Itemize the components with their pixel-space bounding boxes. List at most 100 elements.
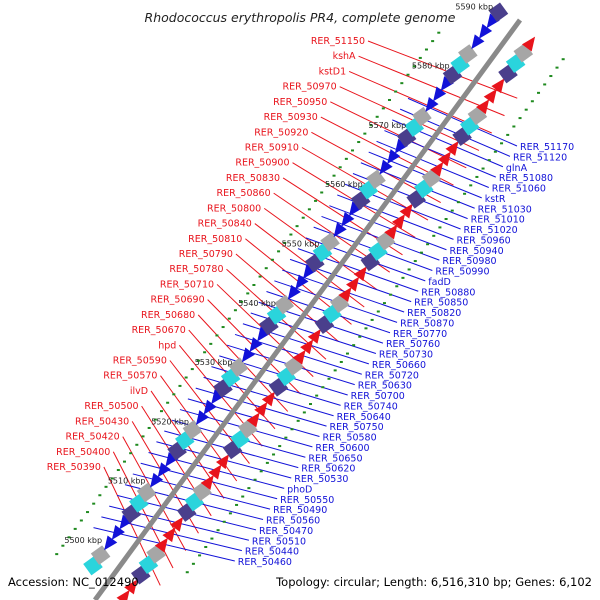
- forward-gene-label[interactable]: RER_50840: [198, 219, 252, 230]
- forward-gene-arrow[interactable]: [483, 88, 497, 104]
- forward-gene-arrow[interactable]: [491, 78, 505, 94]
- reverse-gene-label[interactable]: RER_50650: [308, 453, 362, 464]
- forward-gene-arrow[interactable]: [154, 537, 168, 553]
- forward-gene-arrow[interactable]: [476, 99, 490, 115]
- reverse-gene-arrow[interactable]: [111, 525, 125, 540]
- forward-gene-arrow[interactable]: [292, 349, 306, 365]
- gene-feature-block[interactable]: [182, 420, 203, 440]
- forward-gene-label[interactable]: RER_50930: [264, 112, 318, 123]
- reverse-gene-label[interactable]: RER_51010: [471, 215, 525, 226]
- reverse-gene-label[interactable]: RER_50640: [337, 412, 391, 423]
- forward-gene-label[interactable]: RER_50800: [207, 203, 261, 214]
- gene-feature-block[interactable]: [90, 545, 111, 565]
- reverse-gene-arrow[interactable]: [394, 138, 408, 154]
- reverse-gene-label[interactable]: RER_50460: [238, 557, 292, 568]
- forward-gene-label[interactable]: RER_50500: [84, 401, 138, 412]
- forward-gene-label[interactable]: ilvD: [130, 386, 148, 397]
- reverse-gene-arrow[interactable]: [348, 201, 363, 217]
- reverse-gene-label[interactable]: RER_50440: [245, 547, 299, 558]
- reverse-gene-label[interactable]: RER_51030: [478, 204, 532, 215]
- reverse-gene-arrow[interactable]: [211, 389, 225, 405]
- reverse-gene-label[interactable]: phoD: [287, 484, 312, 495]
- reverse-gene-label[interactable]: RER_50630: [358, 381, 412, 392]
- reverse-gene-arrow[interactable]: [433, 86, 447, 102]
- forward-gene-arrow[interactable]: [254, 402, 268, 417]
- forward-gene-label[interactable]: RER_50390: [47, 462, 101, 473]
- reverse-gene-arrow[interactable]: [478, 23, 493, 39]
- reverse-gene-label[interactable]: RER_50750: [330, 422, 384, 433]
- reverse-gene-label[interactable]: RER_51060: [492, 184, 546, 195]
- reverse-gene-label[interactable]: RER_50770: [393, 329, 447, 340]
- reverse-gene-label[interactable]: RER_50760: [386, 339, 440, 350]
- forward-gene-arrow[interactable]: [445, 141, 459, 156]
- forward-gene-arrow[interactable]: [116, 589, 130, 600]
- reverse-gene-label[interactable]: RER_50850: [414, 298, 468, 309]
- forward-gene-label[interactable]: RER_50790: [179, 249, 233, 260]
- reverse-gene-arrow[interactable]: [165, 451, 179, 467]
- reverse-gene-label[interactable]: RER_51080: [499, 173, 553, 184]
- reverse-gene-arrow[interactable]: [203, 399, 217, 415]
- reverse-gene-arrow[interactable]: [341, 211, 355, 227]
- forward-gene-label[interactable]: RER_50400: [56, 447, 110, 458]
- gene-feature-block[interactable]: [458, 44, 478, 64]
- reverse-gene-label[interactable]: RER_50720: [365, 370, 419, 381]
- forward-gene-label[interactable]: RER_50570: [103, 371, 157, 382]
- reverse-gene-arrow[interactable]: [257, 326, 271, 342]
- reverse-gene-arrow[interactable]: [249, 337, 263, 352]
- forward-gene-label[interactable]: RER_50950: [273, 97, 327, 108]
- forward-gene-label[interactable]: RER_50900: [235, 158, 289, 169]
- forward-gene-label[interactable]: RER_51150: [311, 36, 365, 47]
- reverse-gene-arrow[interactable]: [303, 264, 317, 279]
- reverse-gene-label[interactable]: RER_50470: [259, 526, 313, 537]
- reverse-gene-label[interactable]: RER_50990: [435, 267, 489, 278]
- reverse-gene-label[interactable]: RER_51120: [513, 152, 567, 163]
- forward-gene-arrow[interactable]: [200, 475, 214, 490]
- forward-gene-label[interactable]: RER_50830: [226, 173, 280, 184]
- gene-feature-block[interactable]: [320, 232, 340, 252]
- reverse-gene-label[interactable]: RER_50700: [351, 391, 405, 402]
- reverse-gene-arrow[interactable]: [157, 462, 171, 478]
- forward-gene-label[interactable]: RER_50680: [141, 310, 195, 321]
- reverse-gene-label[interactable]: RER_50820: [407, 308, 461, 319]
- forward-gene-arrow[interactable]: [215, 454, 230, 470]
- forward-gene-label[interactable]: RER_50970: [283, 82, 337, 93]
- gene-feature-block[interactable]: [412, 106, 432, 127]
- forward-gene-label[interactable]: RER_50420: [66, 432, 120, 443]
- forward-gene-label[interactable]: kstD1: [319, 66, 347, 77]
- reverse-gene-label[interactable]: RER_50940: [449, 246, 503, 257]
- reverse-gene-label[interactable]: RER_50660: [372, 360, 426, 371]
- reverse-gene-label[interactable]: RER_50620: [301, 464, 355, 475]
- reverse-gene-label[interactable]: glnA: [506, 163, 528, 174]
- forward-gene-label[interactable]: RER_50710: [160, 279, 214, 290]
- reverse-gene-arrow[interactable]: [333, 222, 347, 238]
- gene-feature-block[interactable]: [136, 482, 157, 503]
- reverse-gene-arrow[interactable]: [486, 13, 500, 29]
- reverse-gene-arrow[interactable]: [150, 472, 164, 488]
- reverse-gene-label[interactable]: RER_50960: [457, 235, 511, 246]
- reverse-gene-arrow[interactable]: [440, 76, 454, 91]
- reverse-gene-label[interactable]: RER_50530: [294, 474, 348, 485]
- reverse-gene-label[interactable]: RER_50730: [379, 350, 433, 361]
- forward-gene-label[interactable]: RER_50810: [188, 234, 242, 245]
- forward-gene-arrow[interactable]: [430, 161, 444, 177]
- forward-gene-arrow[interactable]: [384, 224, 398, 240]
- forward-gene-label[interactable]: kshA: [333, 51, 356, 62]
- forward-gene-arrow[interactable]: [162, 527, 176, 543]
- reverse-gene-arrow[interactable]: [287, 284, 301, 300]
- forward-gene-arrow[interactable]: [346, 276, 360, 292]
- gene-feature-block[interactable]: [274, 294, 295, 315]
- gene-feature-block[interactable]: [488, 2, 509, 22]
- gene-feature-block[interactable]: [366, 169, 386, 190]
- forward-gene-label[interactable]: RER_50590: [113, 356, 167, 367]
- forward-gene-arrow[interactable]: [261, 391, 275, 407]
- forward-gene-arrow[interactable]: [124, 579, 138, 595]
- forward-gene-label[interactable]: RER_50860: [216, 188, 270, 199]
- forward-gene-arrow[interactable]: [437, 151, 451, 167]
- reverse-gene-label[interactable]: kstR: [485, 194, 506, 205]
- forward-gene-arrow[interactable]: [399, 203, 413, 219]
- reverse-gene-label[interactable]: fadD: [428, 277, 451, 288]
- reverse-gene-arrow[interactable]: [104, 535, 118, 551]
- reverse-gene-arrow[interactable]: [241, 347, 255, 363]
- reverse-gene-label[interactable]: RER_50550: [280, 495, 334, 506]
- reverse-gene-label[interactable]: RER_50510: [252, 536, 306, 547]
